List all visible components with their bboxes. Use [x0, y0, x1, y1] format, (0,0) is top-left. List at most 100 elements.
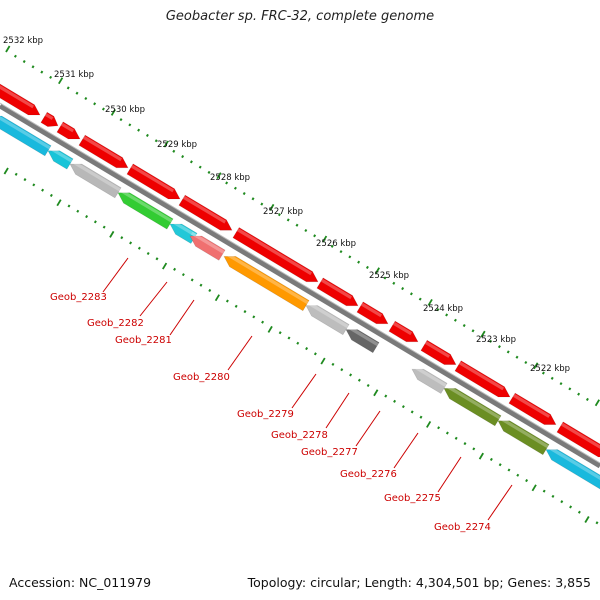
- gene-labels: Geob_2283 Geob_2282 Geob_2281 Geob_2280 Geob…: [50, 257, 513, 533]
- reverse-cds: [0, 115, 52, 157]
- scale-tick: [278, 331, 282, 335]
- scale-tick: [189, 160, 193, 164]
- genome-summary-text: Topology: circular; Length: 4,304,501 bp…: [247, 575, 591, 590]
- scale-tick: [304, 228, 308, 233]
- gene-label[interactable]: Geob_2278: [271, 430, 328, 441]
- reverse-cds-highlight: [224, 252, 309, 305]
- forward-cds-highlight: [60, 122, 74, 133]
- scale-tick: [524, 360, 528, 365]
- scale-tick: [497, 345, 501, 349]
- forward-cds-highlight: [82, 135, 122, 162]
- scale-tick: [541, 371, 545, 375]
- reverse-cds: [305, 305, 350, 336]
- scale-tick: [286, 218, 290, 222]
- scale-tick: [14, 172, 18, 176]
- reverse-cds-highlight: [444, 384, 501, 420]
- scale-tick: [22, 59, 26, 64]
- scale-tick: [498, 463, 502, 467]
- scale-tick: [277, 213, 281, 217]
- scale-tick: [208, 288, 212, 293]
- scale-tick: [366, 383, 370, 388]
- scale-tick: [181, 155, 185, 159]
- scale-tick: [260, 202, 264, 206]
- scale-tick: [225, 299, 229, 303]
- scale-tick: [233, 186, 237, 190]
- scale-tick: [550, 376, 554, 380]
- forward-cds-track: [0, 83, 600, 458]
- gene-label[interactable]: Geob_2274: [434, 522, 491, 533]
- scale-tick: [163, 140, 169, 148]
- forward-cds-highlight: [182, 195, 226, 224]
- reverse-cds: [189, 235, 226, 261]
- genome-backbone: [0, 102, 600, 469]
- scale-tick: [181, 273, 185, 277]
- scale-label: 2528 kbp: [210, 173, 250, 183]
- scale-tick: [23, 178, 27, 182]
- forward-cds: [232, 227, 319, 283]
- scale-tick: [585, 397, 589, 401]
- scale-tick: [445, 313, 449, 317]
- accession-text: Accession: NC_011979: [9, 575, 152, 590]
- forward-cds-highlight: [320, 278, 352, 300]
- scale-tick: [569, 505, 573, 509]
- forward-cds-highlight: [360, 302, 382, 318]
- scale-tick: [463, 442, 467, 446]
- scale-tick: [373, 389, 379, 397]
- gene-label[interactable]: Geob_2280: [173, 372, 230, 383]
- gene-label[interactable]: Geob_2282: [87, 318, 144, 329]
- scale-tick: [41, 188, 45, 192]
- scale-tick: [58, 77, 64, 85]
- reverse-cds: [545, 449, 600, 490]
- reverse-cds: [169, 223, 198, 244]
- scale-tick: [584, 516, 590, 523]
- scale-tick: [154, 139, 158, 143]
- reverse-cds-highlight: [70, 159, 121, 192]
- reverse-cds: [443, 388, 502, 427]
- scale-tick: [313, 352, 317, 356]
- scale-tick: [207, 170, 211, 174]
- gene-label[interactable]: Geob_2281: [115, 335, 172, 346]
- scale-tick: [418, 297, 422, 301]
- scale-tick: [305, 347, 309, 351]
- gene-label[interactable]: Geob_2279: [237, 409, 294, 420]
- gene-leader-line: [437, 456, 462, 493]
- gene-label[interactable]: Geob_2275: [384, 493, 441, 504]
- reverse-cds: [223, 256, 310, 312]
- reverse-cds: [497, 420, 550, 456]
- forward-cds-highlight: [236, 228, 312, 276]
- forward-cds: [126, 163, 181, 200]
- scale-tick: [67, 204, 71, 208]
- scale-tick: [93, 220, 97, 224]
- scale-tick: [13, 54, 17, 58]
- scale-tick: [5, 45, 11, 53]
- scale-label: 2523 kbp: [476, 335, 516, 345]
- scale-tick: [287, 336, 291, 340]
- scale-tick: [84, 96, 88, 101]
- scale-tick: [577, 392, 581, 396]
- scale-tick: [102, 225, 106, 229]
- forward-cds-highlight: [424, 341, 450, 358]
- gene-leader-line: [291, 373, 317, 409]
- scale-tick: [594, 399, 600, 407]
- reverse-cds-track: [0, 115, 600, 490]
- scale-tick: [199, 283, 203, 287]
- scale-tick: [480, 330, 486, 338]
- scale-label: 2532 kbp: [3, 36, 43, 46]
- gene-label[interactable]: Geob_2276: [340, 469, 397, 480]
- scale-label: 2526 kbp: [316, 239, 356, 249]
- scale-tick: [162, 262, 168, 270]
- scale-tick: [225, 181, 229, 185]
- scale-tick: [49, 75, 53, 79]
- gene-label[interactable]: Geob_2277: [301, 447, 358, 458]
- gene-label[interactable]: Geob_2283: [50, 292, 107, 303]
- scale-tick: [472, 447, 476, 451]
- scale-tick: [242, 191, 246, 196]
- scale-tick: [269, 203, 275, 211]
- scale-tick: [296, 341, 300, 345]
- scale-tick: [357, 378, 361, 382]
- scale-label: 2531 kbp: [54, 70, 94, 80]
- scale-tick: [261, 320, 265, 324]
- scale-tick: [32, 183, 36, 187]
- reverse-cds-highlight: [48, 146, 73, 163]
